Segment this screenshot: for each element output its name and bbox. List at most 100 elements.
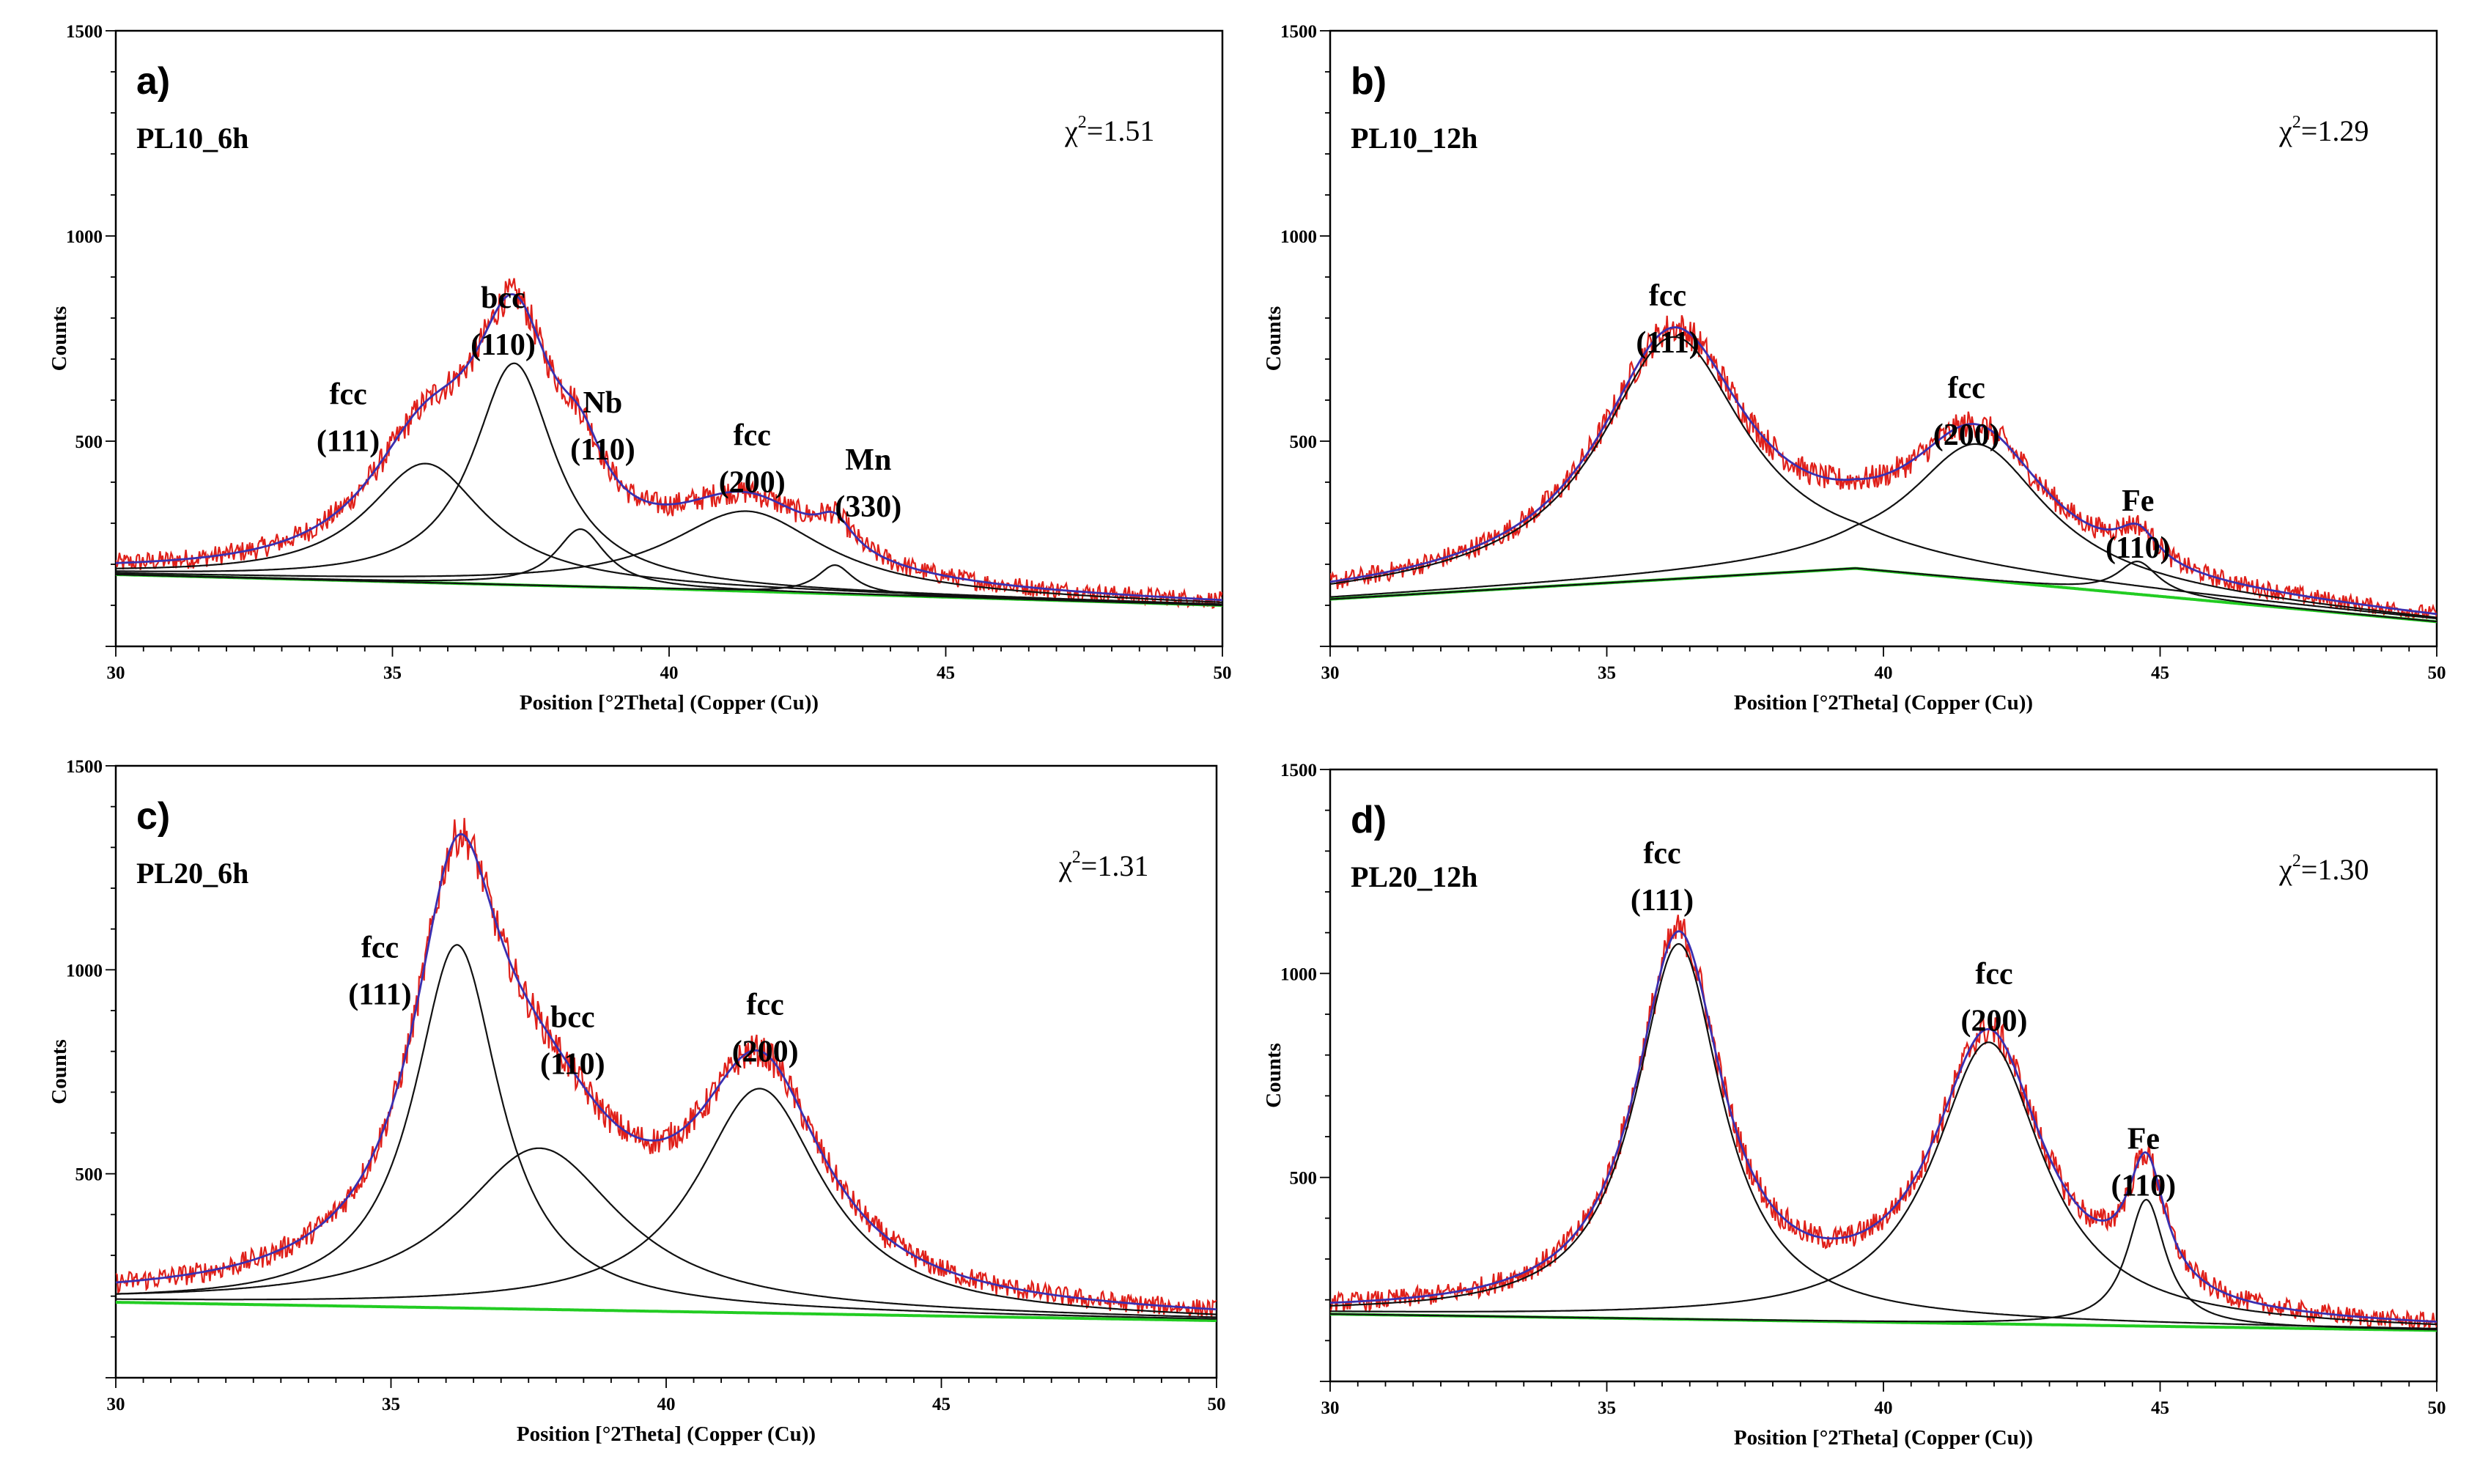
peak-label-index: (200)	[719, 466, 786, 500]
y-tick-label: 500	[75, 432, 103, 452]
peak-label-phase: fcc	[1649, 279, 1686, 313]
panel-letter: b)	[1351, 60, 1387, 103]
x-tick-label: 45	[937, 663, 955, 683]
panel-d: 30 35 40 45 50 500 1000 1500 Position [°2Theta] …	[1262, 761, 2446, 1450]
x-tick-label: 35	[382, 1395, 400, 1414]
observed-pattern-line	[1330, 915, 2437, 1330]
y-tick-label: 1500	[1280, 22, 1317, 42]
x-tick-label: 45	[2151, 1398, 2169, 1418]
component-peak-line	[116, 1147, 1217, 1318]
background-line	[116, 1301, 1217, 1323]
peak-label-index: (200)	[732, 1036, 799, 1069]
component-peak-line	[116, 564, 1222, 606]
x-tick-label: 35	[1598, 1398, 1616, 1418]
x-axis-label: Position [°2Theta] (Copper (Cu))	[520, 691, 819, 715]
x-tick-label: 30	[1321, 663, 1340, 683]
peak-label-phase: Fe	[2122, 484, 2154, 518]
y-tick-label: 1000	[66, 227, 103, 247]
peak-label-index: (200)	[1933, 418, 2000, 452]
x-axis-label: Position [°2Theta] (Copper (Cu))	[1734, 1426, 2033, 1450]
x-tick-label: 45	[932, 1395, 951, 1414]
peak-label-index: (110)	[570, 433, 635, 467]
x-tick-label: 40	[660, 663, 679, 683]
peak-label-phase: bcc	[481, 281, 525, 315]
sample-name: PL10_6h	[136, 122, 248, 155]
y-axis-label: Counts	[1262, 306, 1285, 372]
sample-name: PL20_6h	[136, 857, 248, 890]
x-tick-label: 40	[1875, 1398, 1893, 1418]
chi-symbol: χ	[1064, 114, 1078, 147]
peak-label-phase: fcc	[1948, 372, 1985, 405]
panel-letter: d)	[1351, 799, 1387, 841]
sample-name: PL10_12h	[1351, 122, 1477, 155]
component-peak-line	[116, 1088, 1217, 1315]
x-axis-label: Position [°2Theta] (Copper (Cu))	[1734, 691, 2033, 715]
x-tick-label: 45	[2151, 663, 2169, 683]
peak-label-index: (330)	[835, 490, 901, 524]
y-tick-label: 1000	[66, 961, 103, 981]
peak-label-phase: Nb	[583, 386, 623, 420]
y-axis-label: Counts	[48, 306, 71, 372]
y-tick-label: 1000	[1280, 227, 1317, 247]
curves	[116, 278, 1222, 609]
chi-symbol: χ	[1058, 849, 1072, 882]
fit-line	[116, 833, 1217, 1310]
x-tick-label: 35	[383, 663, 402, 683]
component-peak-line	[1330, 943, 2437, 1330]
y-tick-label: 500	[75, 1165, 103, 1185]
x-tick-label: 30	[1321, 1398, 1340, 1418]
x-tick-label: 40	[1875, 663, 1893, 683]
fit-line	[116, 293, 1222, 602]
peak-label-phase: fcc	[329, 378, 366, 412]
panel-b: 30 35 40 45 50 500 1000 1500 Position [°2Theta] …	[1262, 22, 2446, 715]
fit-line	[1330, 326, 2437, 616]
x-tick-label: 35	[1598, 663, 1616, 683]
curves	[116, 818, 1217, 1323]
peak-label-phase: Fe	[2127, 1123, 2160, 1156]
x-tick-label: 50	[2428, 1398, 2446, 1418]
y-tick-label: 1500	[1280, 761, 1317, 780]
peak-label-index: (110)	[470, 328, 536, 362]
peak-label-phase: bcc	[550, 1000, 595, 1034]
observed-pattern-line	[116, 278, 1222, 609]
component-peak-line	[1330, 443, 2437, 619]
peak-label-index: (200)	[1961, 1004, 2028, 1038]
sample-name: PL20_12h	[1351, 860, 1477, 893]
chi-square-label: χ2=1.31	[1058, 848, 1148, 882]
x-tick-label: 50	[2428, 663, 2446, 683]
chi-exponent: 2	[1072, 848, 1081, 867]
chi-square-label: χ2=1.29	[2278, 113, 2369, 147]
panel-c: 30 35 40 45 50 500 1000 1500 Position [°2Theta] …	[48, 757, 1226, 1446]
y-tick-label: 500	[1290, 1169, 1318, 1189]
chi-value: =1.30	[2301, 853, 2369, 886]
y-tick-label: 1500	[66, 22, 103, 42]
chi-value: =1.51	[1087, 114, 1155, 147]
peak-label-index: (111)	[1631, 884, 1694, 918]
x-tick-label: 30	[107, 1395, 125, 1414]
x-tick-label: 50	[1208, 1395, 1226, 1414]
curves	[1330, 915, 2437, 1332]
y-tick-label: 500	[1290, 432, 1318, 452]
chi-exponent: 2	[2292, 852, 2301, 871]
chi-exponent: 2	[2292, 113, 2301, 132]
x-tick-label: 40	[657, 1395, 676, 1414]
peak-label-phase: fcc	[361, 931, 399, 965]
peak-label-index: (110)	[540, 1047, 605, 1081]
curves	[1330, 314, 2437, 624]
y-axis-label: Counts	[1262, 1043, 1285, 1108]
peak-label-index: (111)	[348, 978, 411, 1012]
peak-label-phase: fcc	[1643, 837, 1680, 871]
y-tick-label: 1500	[66, 757, 103, 777]
panel-letter: a)	[136, 60, 170, 103]
x-axis-label: Position [°2Theta] (Copper (Cu))	[517, 1422, 816, 1446]
chi-value: =1.29	[2301, 114, 2369, 147]
peak-label-phase: fcc	[747, 989, 784, 1022]
peak-label-index: (111)	[1636, 326, 1699, 360]
peak-label-phase: fcc	[734, 419, 771, 453]
y-axis-label: Counts	[48, 1039, 71, 1104]
component-peak-line	[116, 944, 1217, 1320]
y-tick-label: 1000	[1280, 964, 1317, 984]
panel-letter: c)	[136, 795, 170, 838]
chi-exponent: 2	[1078, 113, 1087, 132]
